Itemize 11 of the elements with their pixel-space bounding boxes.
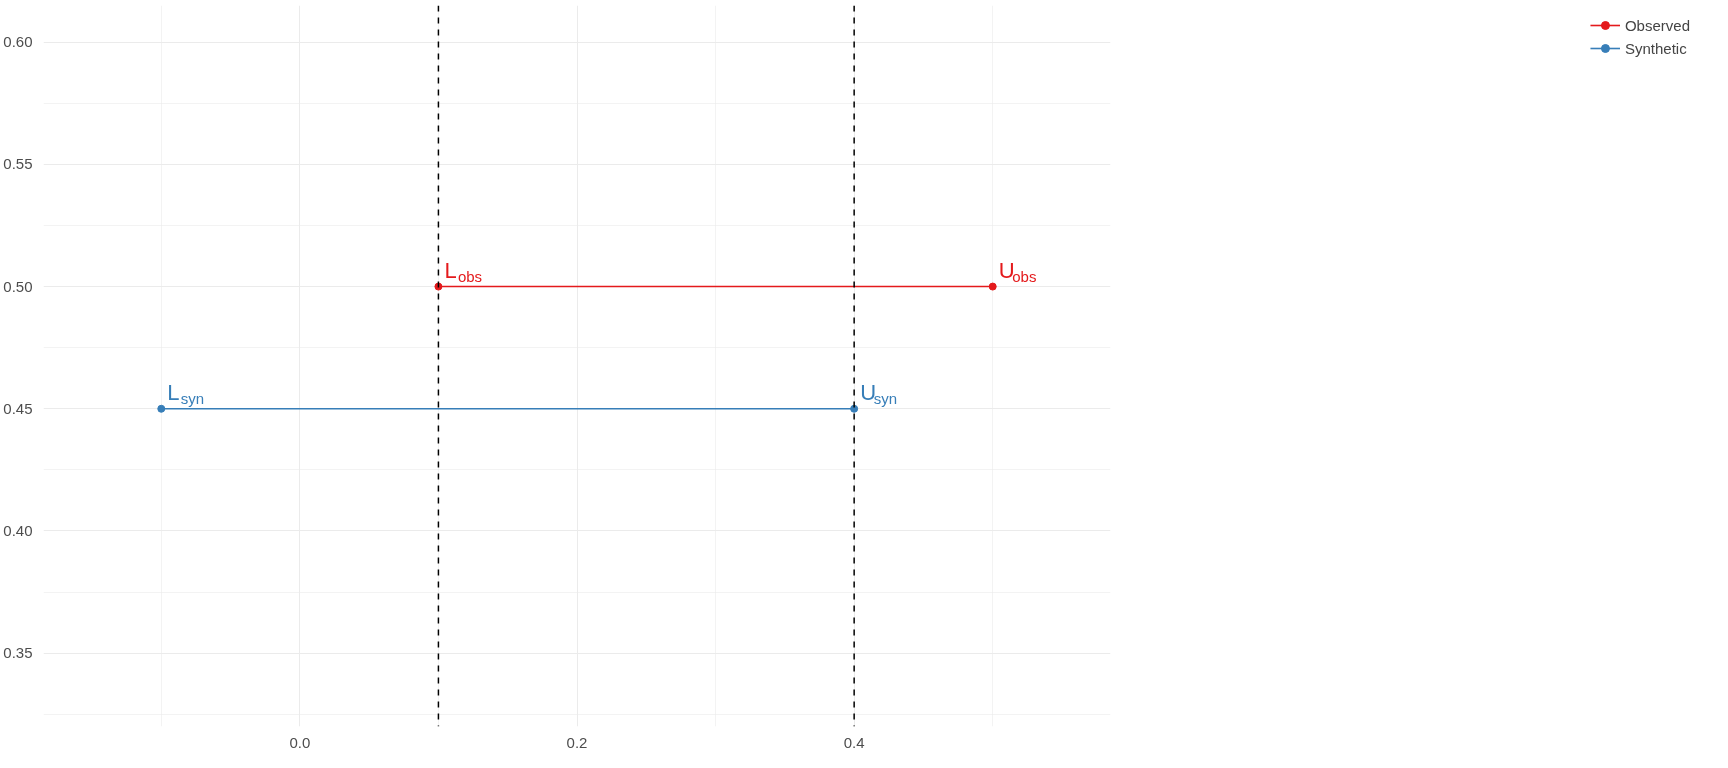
y-tick-label: 0.45 — [3, 399, 33, 417]
x-tick-label: 0.2 — [566, 733, 588, 751]
x-tick-label: 0.4 — [843, 733, 865, 751]
y-tick-label: 0.40 — [3, 521, 33, 539]
legend-label: Observed — [1624, 16, 1690, 34]
legend-label: Synthetic — [1624, 39, 1687, 57]
y-tick-label: 0.55 — [3, 155, 33, 173]
y-tick-label: 0.50 — [3, 277, 33, 295]
y-tick-label: 0.35 — [3, 644, 33, 662]
y-tick-label: 0.60 — [3, 33, 33, 51]
x-tick-label: 0.0 — [289, 733, 311, 751]
